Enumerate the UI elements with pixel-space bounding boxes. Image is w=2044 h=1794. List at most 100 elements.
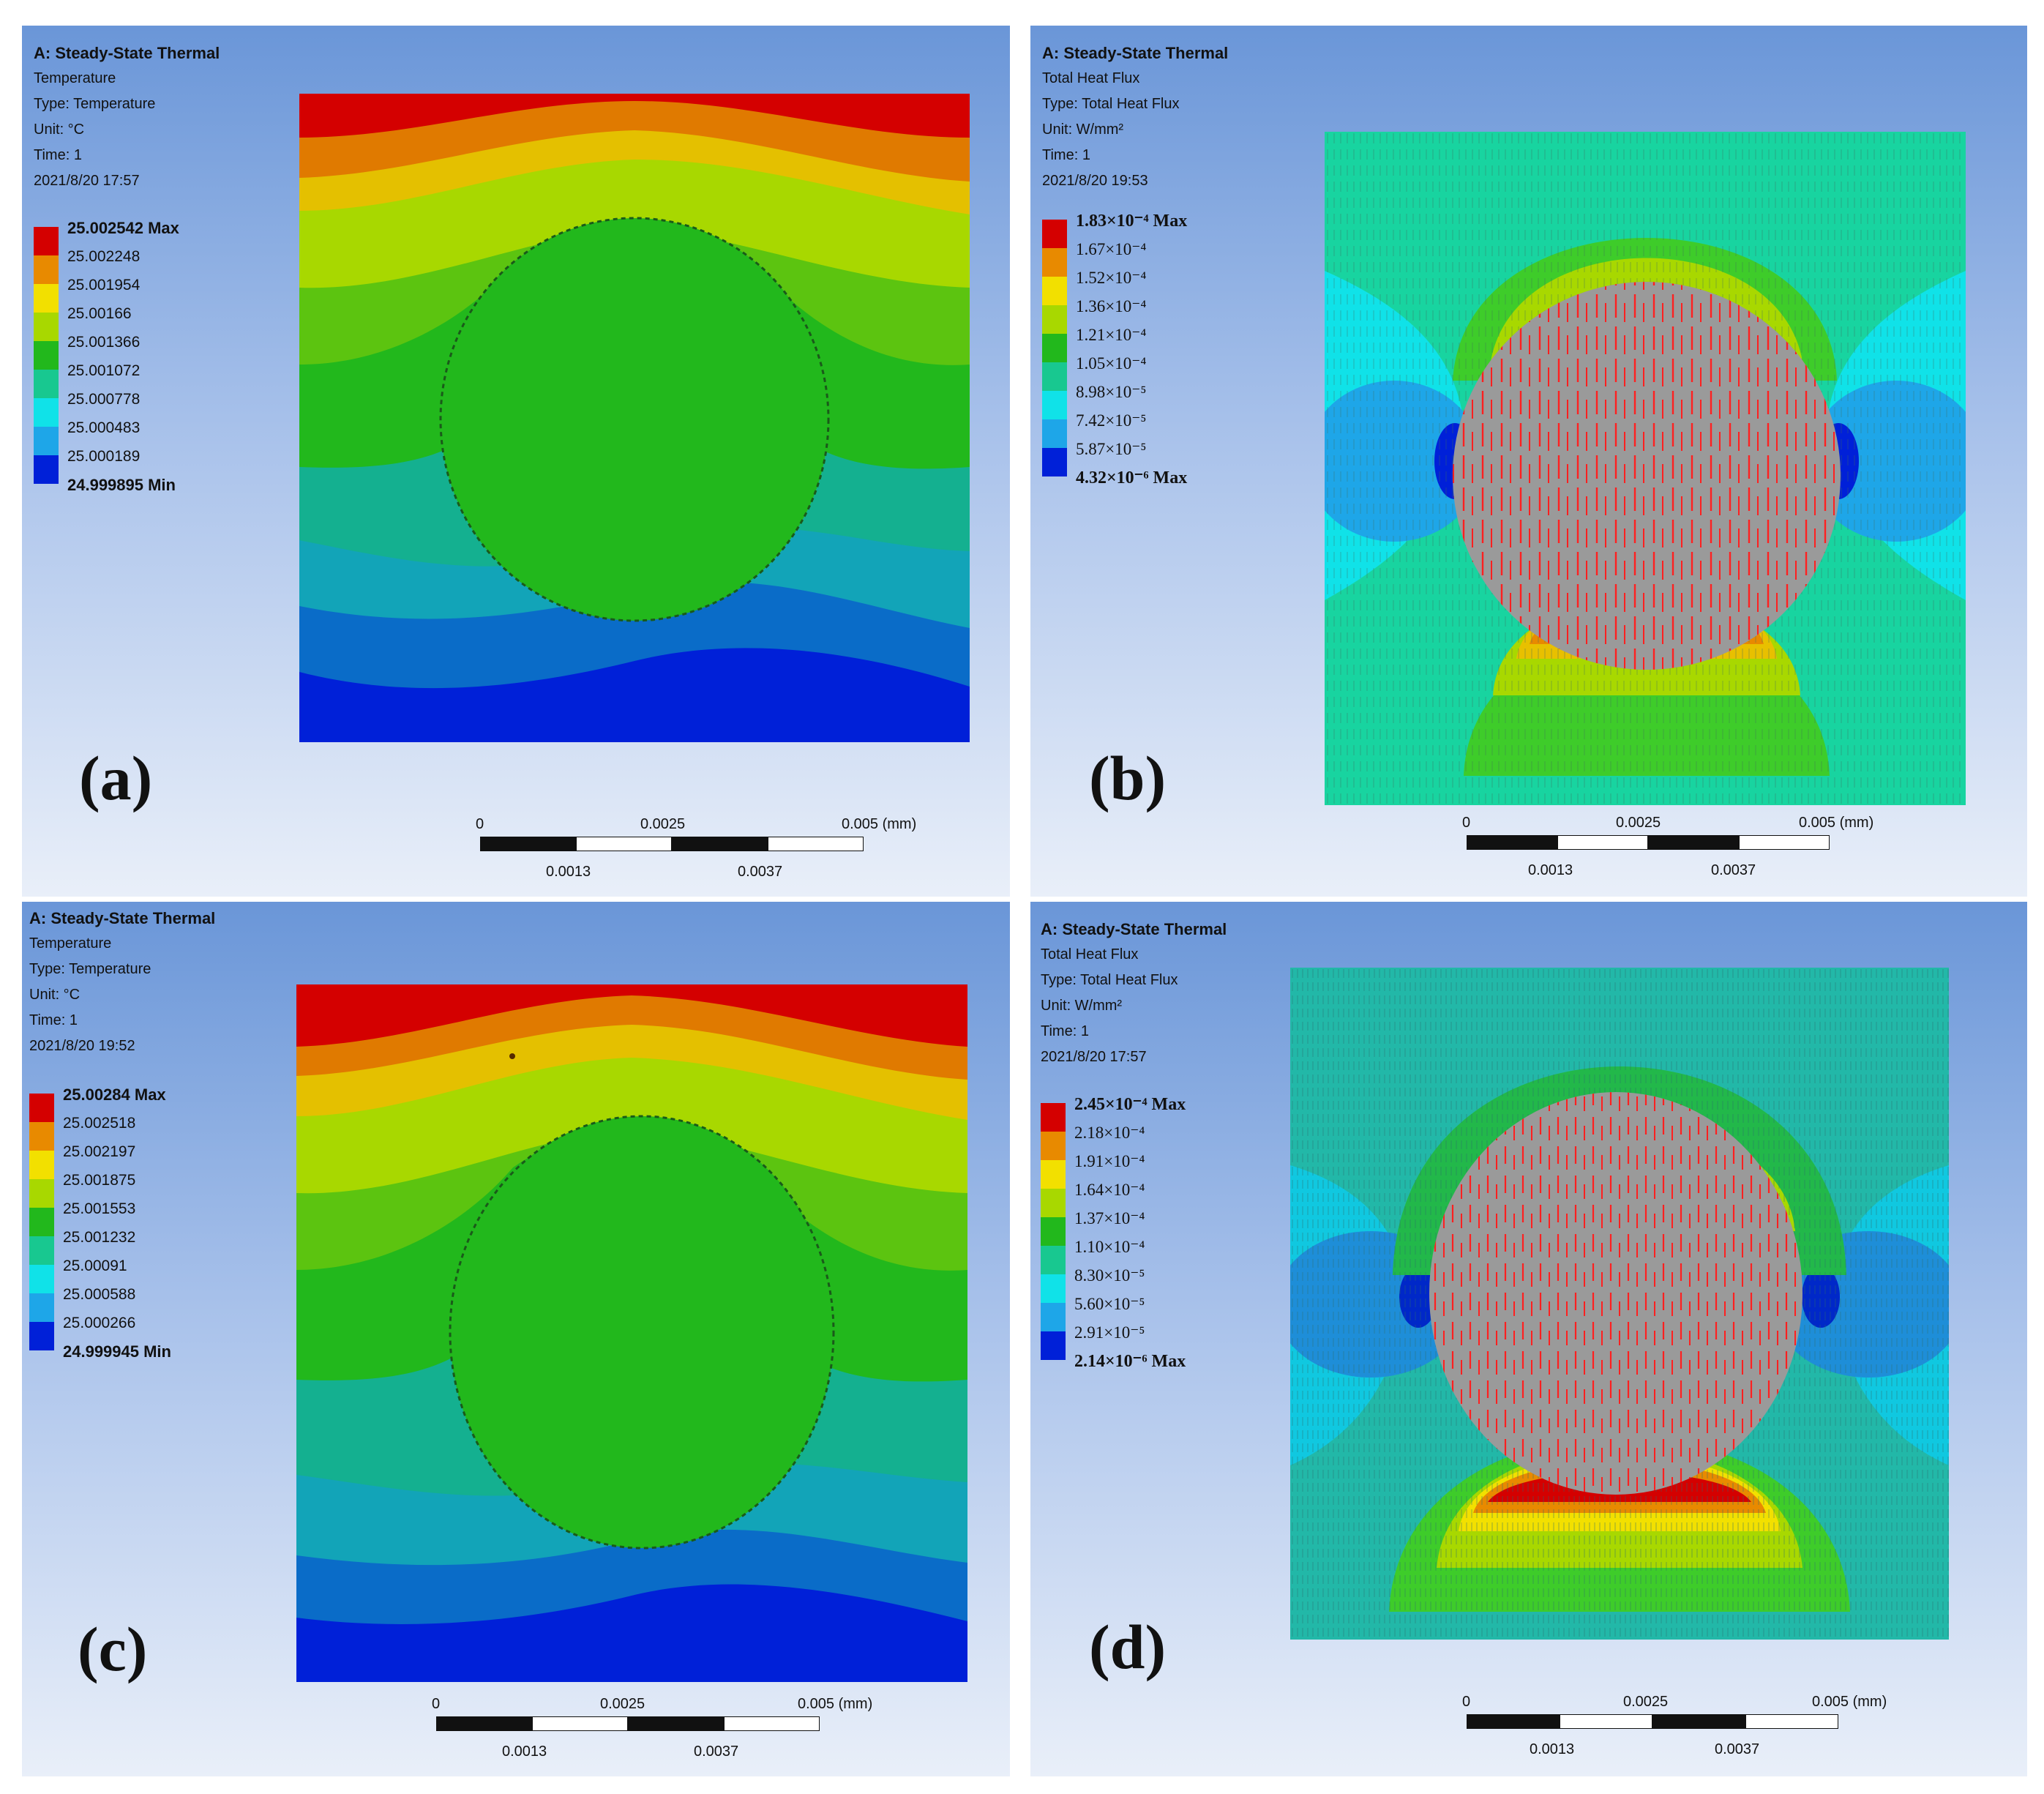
legend-swatch xyxy=(1041,1132,1066,1160)
scale-segment xyxy=(480,837,576,851)
legend-label: 25.000483 xyxy=(67,419,141,436)
legend-label: 25.000778 xyxy=(67,391,141,408)
result-name: Temperature xyxy=(34,70,116,86)
legend-label: 25.000588 xyxy=(63,1286,136,1303)
legend-label: 1.36×10⁻⁴ xyxy=(1076,297,1147,315)
legend-label: 2.18×10⁻⁴ xyxy=(1074,1124,1145,1142)
scale-segment xyxy=(768,837,864,851)
legend-swatch xyxy=(29,1094,54,1122)
scale-bar: 0 0.0025 0.005 (mm) 0.0013 0.0037 xyxy=(1462,815,1873,881)
result-unit: Unit: W/mm² xyxy=(1041,998,1123,1014)
scale-segment xyxy=(532,1716,628,1731)
legend-label: 1.52×10⁻⁴ xyxy=(1076,269,1147,287)
scale-tick-mid: 0.0025 xyxy=(640,816,686,832)
legend-max-label: 25.002542 Max xyxy=(67,219,179,237)
panel-a-header: A: Steady-State Thermal Temperature Type… xyxy=(34,40,220,194)
result-type: Type: Total Heat Flux xyxy=(1041,972,1178,988)
result-type: Type: Total Heat Flux xyxy=(1042,96,1180,112)
scale-segment xyxy=(628,1716,724,1731)
result-type: Type: Temperature xyxy=(34,96,156,112)
legend-max-label: 2.45×10⁻⁴ Max xyxy=(1074,1095,1186,1114)
scale-segment xyxy=(576,837,672,851)
result-time: Time: 1 xyxy=(1042,147,1090,163)
legend-swatch xyxy=(1042,305,1067,334)
legend-swatch xyxy=(1041,1303,1066,1331)
legend-swatch xyxy=(34,284,59,313)
scale-tick-end: 0.005 (mm) xyxy=(842,816,917,832)
legend-swatch xyxy=(34,313,59,341)
legend-label: 25.001954 xyxy=(67,277,141,294)
legend-swatch xyxy=(1042,248,1067,277)
legend-swatch xyxy=(34,370,59,398)
panel-a: A: Steady-State Thermal Temperature Type… xyxy=(22,26,1010,897)
result-name: Temperature xyxy=(29,935,112,952)
legend-swatch xyxy=(1041,1217,1066,1246)
legend-label: 7.42×10⁻⁵ xyxy=(1076,411,1147,430)
legend-swatch xyxy=(29,1236,54,1265)
scale-tick-0: 0 xyxy=(1462,815,1471,831)
analysis-title: A: Steady-State Thermal xyxy=(1041,920,1227,938)
scale-sub-tick: 0.0013 xyxy=(502,1743,547,1760)
scale-sub-tick: 0.0037 xyxy=(1715,1741,1760,1757)
scale-sub-tick: 0.0013 xyxy=(546,864,591,880)
result-timestamp: 2021/8/20 17:57 xyxy=(1041,1049,1147,1065)
result-time: Time: 1 xyxy=(34,147,82,163)
legend-label: 1.10×10⁻⁴ xyxy=(1074,1238,1145,1256)
scale-segment xyxy=(1652,1714,1745,1729)
legend-label: 25.002197 xyxy=(63,1143,136,1160)
scale-tick-0: 0 xyxy=(476,816,484,832)
scale-tick-0: 0 xyxy=(1462,1694,1471,1710)
result-unit: Unit: °C xyxy=(34,122,85,138)
legend-swatch xyxy=(1042,220,1067,248)
legend-label: 25.000189 xyxy=(67,448,141,465)
scale-segment xyxy=(724,1716,820,1731)
scale-bar: 0 0.0025 0.005 (mm) 0.0013 0.0037 xyxy=(1462,1694,1887,1760)
legend-swatch xyxy=(34,455,59,484)
legend-label: 25.00166 xyxy=(67,305,132,322)
legend-swatch xyxy=(1042,277,1067,305)
scale-bar: 0 0.0025 0.005 (mm) 0.0013 0.0037 xyxy=(476,816,916,882)
legend-max-label: 1.83×10⁻⁴ Max xyxy=(1076,212,1188,231)
legend-swatch xyxy=(1041,1331,1066,1360)
legend-swatch xyxy=(29,1322,54,1350)
scale-sub-tick: 0.0037 xyxy=(1711,862,1756,878)
legend-min-label: 24.999945 Min xyxy=(63,1342,171,1361)
panel-label-a: (a) xyxy=(79,743,153,813)
legend-swatch xyxy=(1042,391,1067,419)
legend-swatch xyxy=(1041,1103,1066,1132)
scale-tick-mid: 0.0025 xyxy=(600,1696,645,1712)
scale-sub-tick: 0.0013 xyxy=(1528,862,1573,878)
result-name: Total Heat Flux xyxy=(1041,946,1139,963)
panel-label-d: (d) xyxy=(1089,1612,1167,1682)
legend-label: 1.91×10⁻⁴ xyxy=(1074,1152,1145,1170)
panel-b-header: A: Steady-State Thermal Total Heat Flux … xyxy=(1042,40,1228,194)
legend-label: 1.37×10⁻⁴ xyxy=(1074,1209,1145,1227)
legend-swatch xyxy=(1042,419,1067,448)
scale-tick-end: 0.005 (mm) xyxy=(1799,815,1874,831)
scale-sub-tick: 0.0013 xyxy=(1530,1741,1575,1757)
scale-tick-end: 0.005 (mm) xyxy=(1812,1694,1887,1710)
panel-c-header: A: Steady-State Thermal Temperature Type… xyxy=(29,905,215,1059)
legend-label: 5.87×10⁻⁵ xyxy=(1076,440,1147,458)
analysis-title: A: Steady-State Thermal xyxy=(1042,44,1229,62)
legend-label: 1.67×10⁻⁴ xyxy=(1076,240,1147,258)
legend-label: 25.002248 xyxy=(67,248,141,265)
panel-c: A: Steady-State Thermal Temperature Type… xyxy=(22,902,1010,1776)
result-timestamp: 2021/8/20 19:52 xyxy=(29,1038,135,1054)
legend-swatch xyxy=(29,1208,54,1236)
legend-label: 1.64×10⁻⁴ xyxy=(1074,1181,1145,1199)
legend-label: 1.05×10⁻⁴ xyxy=(1076,354,1147,373)
analysis-title: A: Steady-State Thermal xyxy=(29,909,216,927)
legend-label: 25.000266 xyxy=(63,1315,136,1331)
result-timestamp: 2021/8/20 19:53 xyxy=(1042,173,1148,189)
result-unit: Unit: W/mm² xyxy=(1042,122,1124,138)
result-timestamp: 2021/8/20 17:57 xyxy=(34,173,140,189)
heat-flux-plot xyxy=(1290,968,1949,1640)
scale-tick-mid: 0.0025 xyxy=(1616,815,1661,831)
panel-label-b: (b) xyxy=(1089,743,1167,813)
result-time: Time: 1 xyxy=(1041,1023,1089,1039)
scale-tick-mid: 0.0025 xyxy=(1623,1694,1669,1710)
legend-label: 8.30×10⁻⁵ xyxy=(1074,1266,1145,1285)
legend-swatch xyxy=(1041,1160,1066,1189)
scale-segment xyxy=(672,837,768,851)
